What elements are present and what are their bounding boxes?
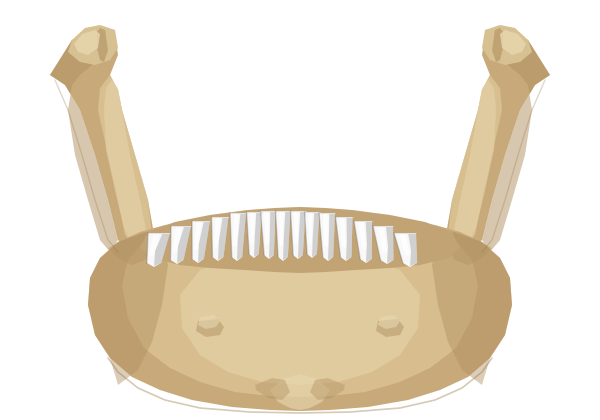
Polygon shape — [400, 234, 410, 255]
Polygon shape — [409, 234, 417, 266]
Polygon shape — [310, 378, 345, 400]
Polygon shape — [269, 212, 275, 258]
Polygon shape — [68, 25, 118, 65]
Polygon shape — [104, 80, 146, 248]
Polygon shape — [328, 214, 335, 260]
Polygon shape — [290, 211, 305, 259]
Polygon shape — [177, 227, 191, 263]
Polygon shape — [97, 28, 108, 62]
Polygon shape — [237, 214, 246, 260]
Polygon shape — [376, 319, 404, 337]
Polygon shape — [482, 30, 550, 252]
Polygon shape — [255, 378, 290, 400]
Polygon shape — [192, 221, 210, 263]
Polygon shape — [279, 212, 283, 246]
Polygon shape — [378, 315, 400, 329]
Polygon shape — [312, 213, 320, 257]
Polygon shape — [50, 30, 155, 258]
Polygon shape — [275, 211, 290, 261]
Polygon shape — [346, 218, 353, 260]
Polygon shape — [482, 25, 532, 65]
Polygon shape — [335, 217, 353, 261]
Polygon shape — [250, 213, 254, 244]
Polygon shape — [147, 233, 170, 267]
Polygon shape — [198, 315, 220, 329]
Polygon shape — [247, 212, 262, 258]
Polygon shape — [218, 218, 229, 260]
Polygon shape — [270, 374, 330, 410]
Polygon shape — [319, 213, 335, 261]
Polygon shape — [88, 232, 168, 385]
Polygon shape — [354, 221, 372, 263]
Polygon shape — [323, 214, 328, 246]
Polygon shape — [432, 232, 512, 385]
Polygon shape — [140, 207, 460, 273]
Polygon shape — [394, 233, 417, 267]
Polygon shape — [264, 212, 269, 244]
Polygon shape — [149, 234, 160, 255]
Polygon shape — [366, 222, 372, 262]
Polygon shape — [500, 30, 526, 55]
Polygon shape — [448, 232, 492, 265]
Polygon shape — [298, 212, 305, 258]
Polygon shape — [74, 30, 100, 55]
Polygon shape — [173, 227, 182, 252]
Polygon shape — [68, 25, 118, 65]
Polygon shape — [50, 30, 118, 252]
Polygon shape — [88, 214, 512, 411]
Polygon shape — [386, 227, 394, 263]
Polygon shape — [448, 75, 502, 252]
Polygon shape — [359, 222, 366, 249]
Polygon shape — [98, 75, 152, 252]
Polygon shape — [196, 319, 224, 337]
Polygon shape — [170, 226, 191, 264]
Polygon shape — [233, 214, 238, 246]
Polygon shape — [445, 30, 550, 258]
Polygon shape — [340, 218, 346, 247]
Polygon shape — [194, 222, 202, 249]
Polygon shape — [108, 232, 152, 265]
Polygon shape — [482, 25, 532, 65]
Polygon shape — [373, 226, 394, 264]
Polygon shape — [454, 80, 496, 248]
Polygon shape — [140, 207, 460, 273]
Polygon shape — [154, 234, 170, 266]
Polygon shape — [260, 211, 275, 259]
Polygon shape — [283, 212, 290, 260]
Polygon shape — [254, 213, 262, 257]
Polygon shape — [212, 217, 229, 261]
Polygon shape — [305, 212, 320, 258]
Polygon shape — [378, 227, 387, 252]
Polygon shape — [230, 213, 246, 261]
Polygon shape — [308, 213, 313, 244]
Polygon shape — [198, 222, 210, 262]
Polygon shape — [180, 246, 420, 385]
Polygon shape — [214, 218, 220, 247]
Polygon shape — [294, 212, 298, 244]
Polygon shape — [122, 217, 478, 397]
Polygon shape — [492, 28, 503, 62]
